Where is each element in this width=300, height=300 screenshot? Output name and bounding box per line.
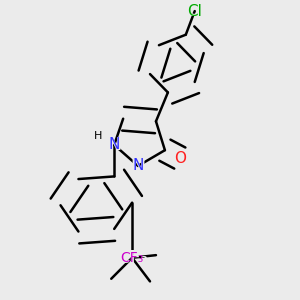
Text: H: H — [94, 131, 102, 141]
Text: O: O — [172, 149, 188, 167]
Text: CF₃: CF₃ — [120, 251, 144, 265]
Text: N: N — [130, 157, 146, 175]
Text: O: O — [174, 151, 186, 166]
Text: N: N — [109, 137, 120, 152]
Text: Cl: Cl — [187, 4, 202, 19]
Text: N: N — [132, 158, 144, 173]
Text: Cl: Cl — [185, 2, 204, 20]
Text: N: N — [107, 136, 122, 154]
Text: CF₃: CF₃ — [117, 249, 148, 267]
